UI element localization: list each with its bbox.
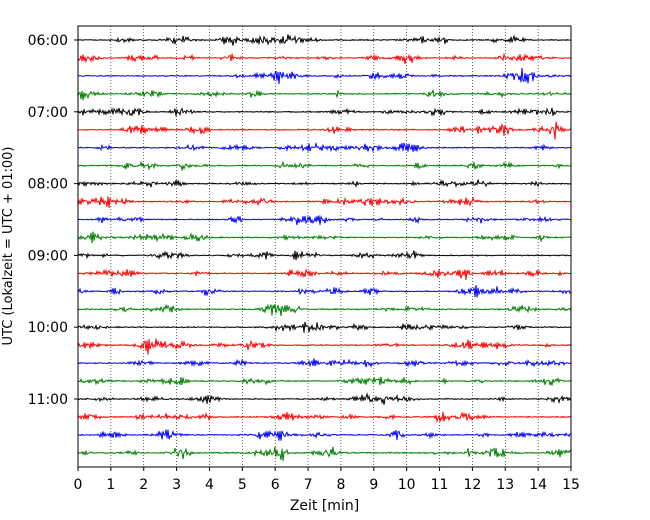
x-tick-label: 12 [463, 477, 481, 493]
x-tick-label: 15 [562, 477, 580, 493]
trace-line [77, 391, 572, 405]
trace-line [77, 160, 572, 172]
trace-line [77, 268, 572, 281]
x-tick-label: 3 [172, 477, 181, 493]
trace-line [77, 411, 572, 424]
x-tick-label: 14 [529, 477, 547, 493]
x-axis-label: Zeit [min] [290, 498, 359, 514]
trace-line [77, 178, 572, 188]
trace-line [77, 284, 572, 298]
x-tick-label: 8 [336, 477, 345, 493]
x-tick-label: 13 [496, 477, 514, 493]
y-tick-label: 10:00 [28, 320, 68, 336]
trace-line [77, 89, 572, 101]
trace-line [77, 34, 572, 46]
trace-line [77, 429, 572, 441]
trace-line [77, 231, 572, 243]
y-axis-ticks: 06:00 07:00 08:00 09:00 10:00 11:00 [28, 33, 78, 408]
x-tick-label: 1 [106, 477, 115, 493]
x-axis-ticks: 0 1 2 3 4 5 6 7 8 9 10 11 12 13 14 15 [74, 467, 580, 493]
trace-line [77, 141, 572, 153]
y-axis-label: UTC (Lokalzeit = UTC + 01:00) [1, 147, 16, 346]
x-tick-label: 10 [398, 477, 416, 493]
y-tick-label: 08:00 [28, 177, 68, 193]
x-tick-label: 4 [205, 477, 214, 493]
x-tick-label: 7 [304, 477, 313, 493]
trace-line [77, 107, 572, 117]
trace-line [77, 250, 572, 261]
trace-line [77, 215, 572, 226]
x-tick-label: 6 [271, 477, 280, 493]
trace-line [77, 321, 572, 333]
trace-line [77, 67, 572, 84]
x-tick-label: 9 [369, 477, 378, 493]
trace-line [77, 52, 572, 64]
trace-line [77, 358, 572, 368]
plot-frame [77, 25, 572, 468]
x-tick-label: 2 [139, 477, 148, 493]
x-tick-label: 0 [74, 477, 83, 493]
trace-line [77, 303, 572, 317]
x-tick-label: 5 [238, 477, 247, 493]
y-tick-label: 09:00 [28, 248, 68, 264]
x-tick-label: 11 [431, 477, 449, 493]
y-tick-label: 11:00 [28, 392, 68, 408]
trace-line [77, 121, 572, 140]
traces [77, 34, 572, 462]
trace-line [77, 196, 572, 209]
trace-line [77, 446, 572, 462]
y-tick-label: 07:00 [28, 105, 68, 121]
trace-line [77, 376, 572, 386]
y-tick-label: 06:00 [28, 33, 68, 49]
trace-line [77, 338, 572, 355]
